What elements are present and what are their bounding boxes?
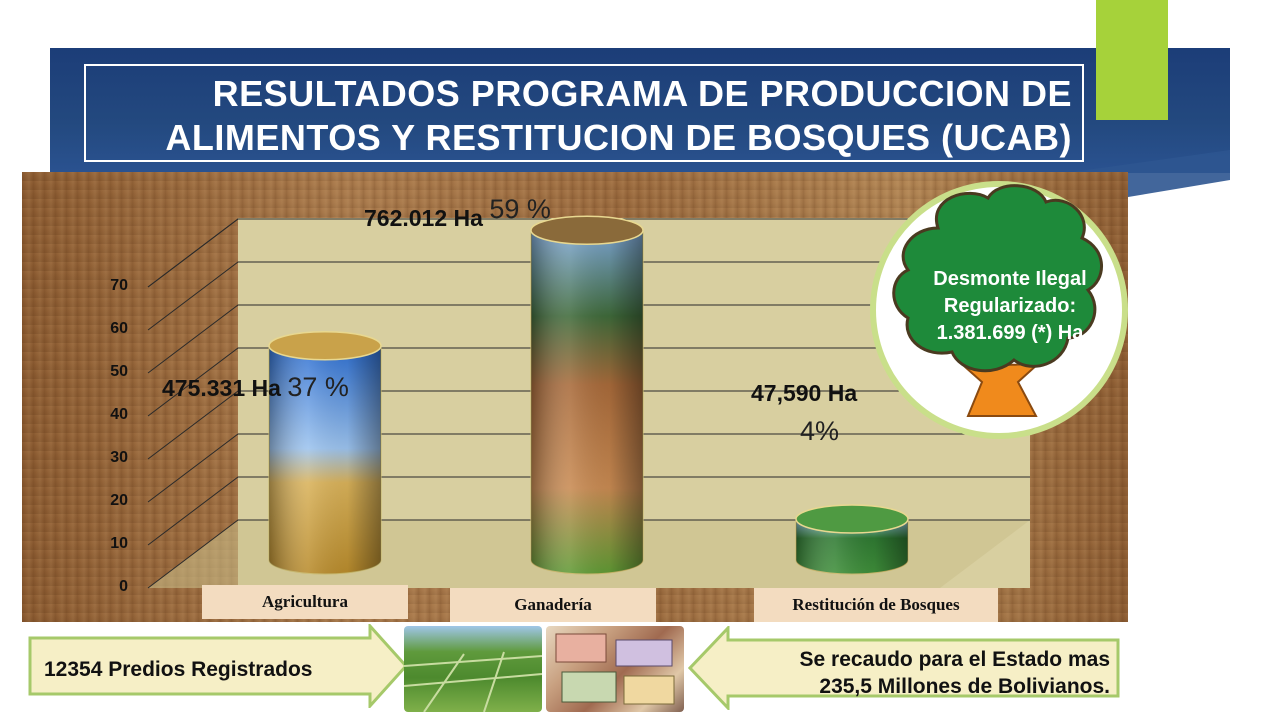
callout-line-1: Desmonte Ilegal <box>933 268 1087 290</box>
category-label-ganaderia: Ganadería <box>450 588 656 622</box>
data-label-restitucion-pct: 4% <box>800 416 840 446</box>
gridline-50 <box>147 304 1030 374</box>
data-label-agricultura-ha: 475.331 Ha <box>162 375 281 401</box>
gridline-10 <box>147 476 1030 546</box>
category-label-restitucion: Restitución de Bosques <box>754 588 998 622</box>
gridline-60 <box>147 261 1030 331</box>
slide-title: RESULTADOS PROGRAMA DE PRODUCCION DE ALI… <box>84 64 1084 162</box>
gridline-20 <box>147 433 1030 503</box>
callout-line-3: 1.381.699 (*) Ha <box>936 322 1084 344</box>
y-tick-label-10: 10 <box>110 535 128 552</box>
data-label-ganaderia: 762.012 Ha 59 % <box>364 194 551 233</box>
right-arrow-shape <box>688 626 1120 710</box>
bar-top-restitucion <box>795 504 909 534</box>
data-label-restitucion-ha: 47,590 Ha <box>751 380 858 406</box>
y-tick-label-20: 20 <box>110 492 128 509</box>
y-tick-label-70: 70 <box>110 277 128 294</box>
title-line-2: ALIMENTOS Y RESTITUCION DE BOSQUES (UCAB… <box>165 117 1072 158</box>
y-tick-label-40: 40 <box>110 406 128 423</box>
y-tick-label-0: 0 <box>119 578 128 595</box>
bar-shade-agricultura <box>269 345 381 574</box>
data-label-agricultura: 475.331 Ha 37 % <box>162 372 349 403</box>
chart-bars <box>268 215 909 575</box>
gridline-top <box>147 218 1030 288</box>
data-label-ganaderia-ha: 762.012 Ha <box>364 205 483 231</box>
title-line-1: RESULTADOS PROGRAMA DE PRODUCCION DE <box>212 73 1072 114</box>
bar-shade-restitucion <box>796 519 908 574</box>
recaudacion-line-2: 235,5 Millones de Bolivianos. <box>819 675 1110 698</box>
banknotes-photo <box>546 626 684 712</box>
data-label-ganaderia-pct: 59 % <box>489 194 551 224</box>
category-label-agricultura: Agricultura <box>202 585 408 619</box>
landscape-photo <box>404 626 542 712</box>
bar-top-ganaderia <box>530 215 644 245</box>
left-arrow-shape <box>28 624 408 708</box>
data-label-agricultura-pct: 37 % <box>287 372 349 402</box>
predios-registrados-text: 12354 Predios Registrados <box>44 658 313 681</box>
chart-gridlines <box>147 218 1030 589</box>
bar-top-agricultura <box>268 331 382 361</box>
recaudacion-text: Se recaudo para el Estado mas 235,5 Mill… <box>730 646 1110 700</box>
gridline-0 <box>147 519 1030 589</box>
gridline-40 <box>147 347 1030 417</box>
y-tick-label-30: 30 <box>110 449 128 466</box>
accent-bar <box>1096 0 1168 120</box>
gridline-30 <box>147 390 1030 460</box>
recaudacion-line-1: Se recaudo para el Estado mas <box>799 648 1110 671</box>
tree-callout-graphic <box>870 181 1128 439</box>
bar-shade-ganaderia <box>531 230 643 574</box>
y-tick-label-60: 60 <box>110 320 128 337</box>
callout-line-2: Regularizado: <box>943 295 1077 317</box>
title-banner <box>50 48 1230 173</box>
tree-callout-text: Desmonte Ilegal Regularizado: 1.381.699 … <box>900 266 1120 347</box>
y-tick-label-50: 50 <box>110 363 128 380</box>
